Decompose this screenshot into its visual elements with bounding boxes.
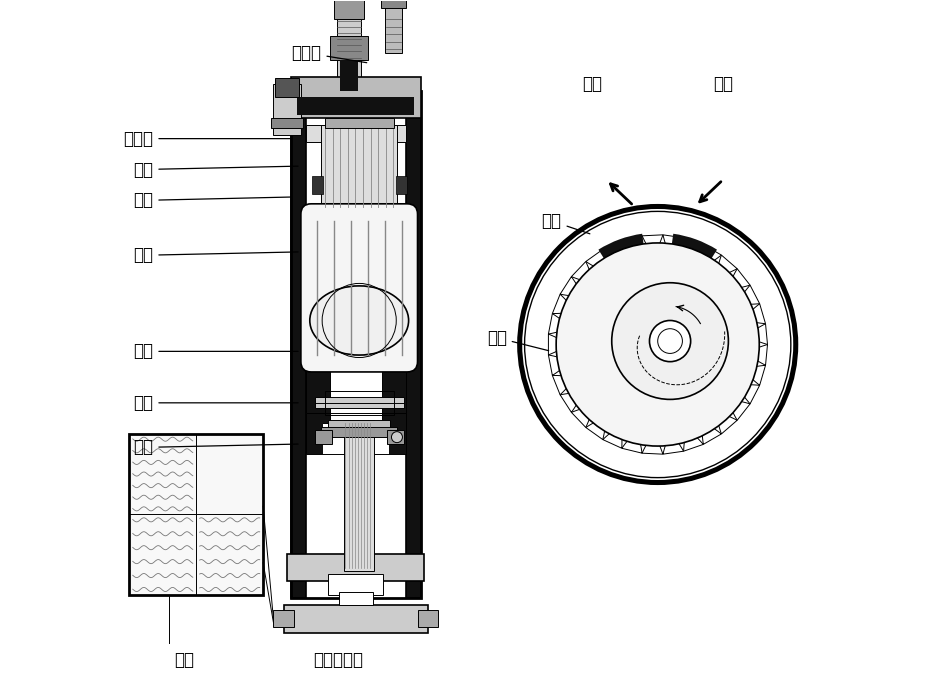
Polygon shape: [747, 304, 765, 324]
Polygon shape: [549, 334, 565, 355]
Polygon shape: [552, 376, 572, 395]
Wedge shape: [598, 234, 658, 344]
Polygon shape: [718, 414, 737, 434]
Polygon shape: [750, 324, 767, 344]
Bar: [386, 430, 403, 444]
Text: 滤网: 滤网: [174, 651, 194, 669]
Polygon shape: [549, 355, 567, 376]
Polygon shape: [703, 245, 721, 265]
Polygon shape: [684, 432, 704, 451]
Bar: [322, 125, 397, 207]
Bar: [291, 90, 421, 599]
Bar: [344, 420, 374, 571]
Bar: [306, 413, 406, 454]
Polygon shape: [622, 435, 643, 453]
Bar: [325, 391, 394, 415]
Bar: [325, 118, 394, 128]
Bar: [273, 84, 301, 135]
Bar: [382, 207, 406, 424]
Polygon shape: [552, 294, 572, 313]
Polygon shape: [747, 365, 765, 385]
Bar: [276, 79, 299, 97]
Bar: [291, 77, 421, 118]
Polygon shape: [684, 238, 704, 257]
Bar: [328, 575, 384, 595]
Bar: [297, 97, 414, 114]
Ellipse shape: [310, 286, 409, 355]
Circle shape: [649, 320, 690, 362]
Text: 出油: 出油: [582, 74, 602, 93]
Wedge shape: [658, 234, 717, 344]
Bar: [386, 8, 401, 53]
Circle shape: [526, 213, 790, 476]
Text: 限压网: 限压网: [123, 130, 291, 147]
Polygon shape: [571, 262, 592, 282]
Bar: [314, 430, 332, 444]
Polygon shape: [643, 235, 663, 252]
Bar: [283, 605, 428, 633]
Bar: [388, 413, 406, 454]
Bar: [337, 19, 361, 36]
Text: 橡胶缓冲垫: 橡胶缓冲垫: [313, 651, 364, 669]
Bar: [311, 176, 323, 194]
Polygon shape: [643, 437, 663, 454]
Polygon shape: [571, 407, 592, 427]
Bar: [339, 592, 373, 605]
Circle shape: [612, 282, 729, 400]
Polygon shape: [703, 424, 721, 444]
Polygon shape: [586, 420, 605, 440]
FancyBboxPatch shape: [301, 204, 417, 372]
Circle shape: [391, 431, 402, 442]
Polygon shape: [740, 384, 760, 404]
Polygon shape: [603, 240, 622, 260]
Polygon shape: [718, 255, 737, 275]
Bar: [417, 610, 438, 627]
Polygon shape: [560, 393, 581, 413]
Bar: [291, 90, 306, 599]
Bar: [322, 427, 397, 437]
Circle shape: [521, 207, 795, 482]
Polygon shape: [560, 276, 581, 296]
Text: 进油: 进油: [713, 74, 733, 93]
Bar: [328, 420, 390, 430]
Text: 轴承: 轴承: [133, 161, 298, 178]
Bar: [306, 413, 323, 454]
Circle shape: [556, 243, 759, 446]
Text: 炭刷: 炭刷: [133, 192, 291, 209]
Bar: [129, 433, 264, 595]
Bar: [314, 398, 403, 409]
Polygon shape: [663, 436, 684, 454]
Polygon shape: [603, 429, 622, 449]
Polygon shape: [750, 344, 767, 365]
Bar: [381, 0, 406, 8]
Bar: [340, 60, 357, 90]
Bar: [273, 610, 294, 627]
Text: 磁铁: 磁铁: [133, 342, 298, 360]
Polygon shape: [586, 249, 605, 269]
Bar: [306, 90, 406, 599]
Polygon shape: [740, 285, 760, 305]
Text: 单向阀: 单向阀: [292, 44, 367, 63]
Bar: [306, 207, 329, 424]
Text: 泵体: 泵体: [541, 212, 590, 234]
Text: 转子: 转子: [487, 329, 549, 351]
Bar: [337, 56, 361, 90]
Bar: [396, 176, 406, 194]
Bar: [312, 204, 399, 214]
Polygon shape: [549, 313, 567, 334]
Text: 电枢: 电枢: [133, 246, 298, 265]
Text: 转子: 转子: [133, 438, 298, 456]
Bar: [271, 118, 303, 128]
Polygon shape: [663, 235, 684, 253]
Bar: [406, 90, 421, 599]
Bar: [334, 0, 364, 19]
Bar: [287, 554, 424, 582]
Text: 轴承: 轴承: [133, 394, 298, 412]
Bar: [306, 125, 406, 142]
Polygon shape: [730, 400, 750, 420]
Polygon shape: [622, 236, 643, 254]
Bar: [329, 36, 368, 60]
Polygon shape: [730, 269, 750, 289]
